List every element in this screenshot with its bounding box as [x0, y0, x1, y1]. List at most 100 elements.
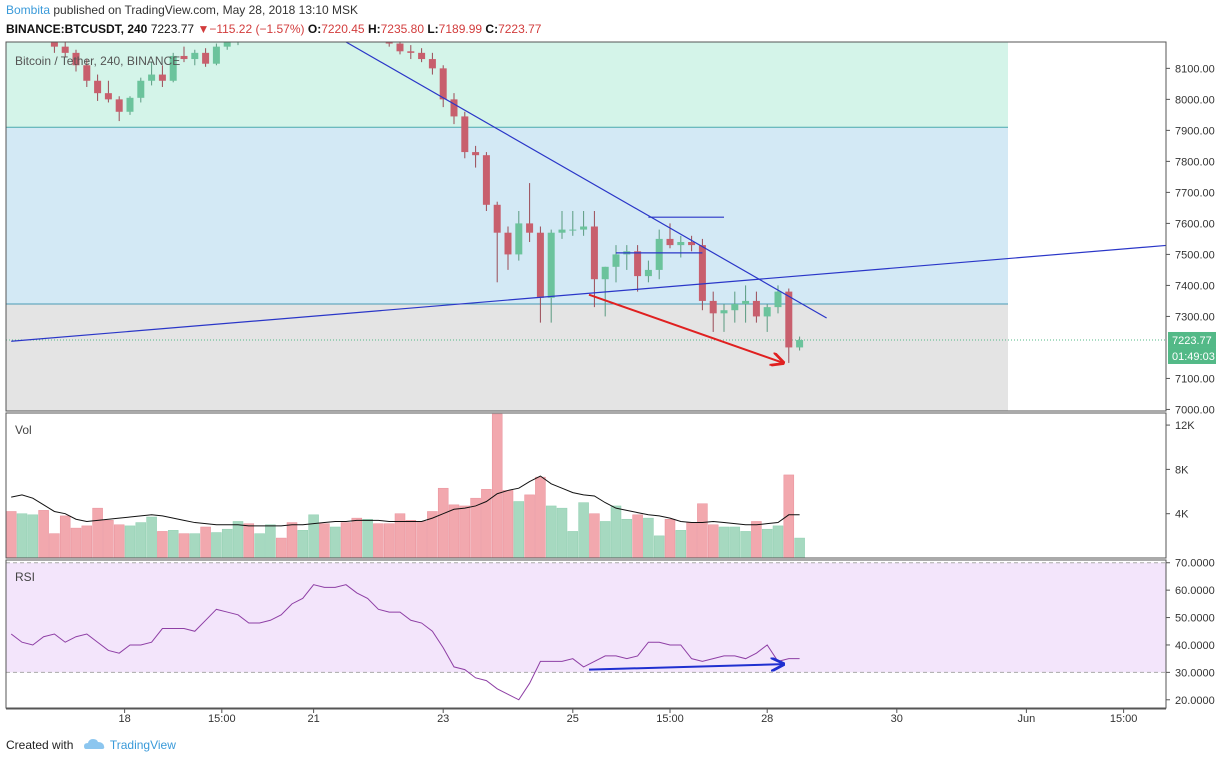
candle-body [202, 52, 210, 64]
zone-2 [6, 304, 1008, 411]
volume-bar [427, 511, 438, 558]
candle-body [796, 339, 804, 348]
time-tick-label: 15:00 [208, 713, 236, 725]
tradingview-cloud-icon [83, 739, 104, 749]
candle-body [72, 52, 80, 66]
candle-body [245, 31, 252, 34]
price-tick-label: 7500.00 [1175, 249, 1215, 261]
candle [267, 17, 274, 31]
candle [655, 229, 663, 280]
candle-body [666, 238, 674, 246]
volume-bar [211, 532, 222, 558]
candle [644, 260, 652, 283]
price-tick-label: 7300.00 [1175, 311, 1215, 323]
volume-bar [675, 530, 687, 558]
candle-body [515, 223, 523, 255]
candle [439, 65, 447, 108]
candle-body [634, 251, 642, 277]
candle [256, 23, 263, 40]
pane-frame-2 [5, 559, 1167, 709]
candle-body [569, 229, 577, 231]
candle [450, 93, 458, 125]
candle [148, 62, 156, 86]
volume-bar [221, 528, 233, 558]
ohlc-line: BINANCE:BTCUSDT, 240 7223.77 ▼−115.22 (−… [6, 22, 541, 36]
candle [332, 22, 339, 33]
candle-body [40, 22, 47, 34]
candle [61, 42, 69, 58]
volume-bar [297, 530, 309, 558]
open-value: 7220.45 [321, 22, 365, 36]
volume-bar [103, 520, 114, 558]
candle-body [752, 300, 760, 317]
price-tick-label: 7600.00 [1175, 218, 1215, 230]
publish-info: published on TradingView.com, May 28, 20… [53, 3, 359, 17]
candle [50, 42, 58, 53]
time-tick-label: 15:00 [656, 713, 684, 725]
created-with-label: Created with [6, 738, 74, 752]
candle [677, 235, 685, 258]
volume-bar [783, 474, 795, 558]
volume-bar [632, 514, 643, 558]
candle-body [601, 266, 609, 280]
candle [158, 65, 166, 87]
candle-body [212, 46, 220, 64]
candle-body [19, 28, 26, 33]
candle-body [83, 65, 91, 81]
volume-bar [340, 522, 352, 558]
candle-body [332, 26, 339, 28]
volume-bar [567, 531, 579, 558]
volume-bar [275, 537, 287, 558]
volume-bar [751, 521, 762, 558]
annotation-trendline-1 [345, 42, 827, 319]
volume-tick-label: 4K [1175, 509, 1189, 521]
volume-bar [265, 524, 276, 558]
volume-bar [308, 514, 319, 558]
candle-body [385, 42, 393, 44]
volume-bar [610, 505, 622, 558]
candle [612, 245, 620, 283]
candle-body [558, 229, 566, 233]
candle [796, 336, 804, 351]
candle-body [709, 300, 717, 314]
candle-body [396, 43, 404, 52]
candle [115, 96, 123, 122]
candle-body [289, 28, 296, 33]
time-tick-label: 23 [437, 713, 449, 725]
candle-body [169, 55, 177, 81]
candle [688, 235, 696, 252]
volume-bar [146, 516, 157, 558]
footer: Created with TradingView [6, 737, 176, 752]
author-link[interactable]: Bombita [6, 3, 51, 17]
annotation-trendline-0 [11, 244, 1166, 342]
candle [83, 59, 91, 87]
volume-bar [319, 523, 330, 558]
candle-body [482, 155, 490, 205]
volume-bar [664, 518, 676, 558]
volume-bar [459, 505, 471, 558]
candle [504, 226, 512, 270]
tradingview-brand-link[interactable]: TradingView [109, 738, 176, 752]
candle-body [180, 55, 188, 60]
candle-body [731, 304, 739, 311]
candle-body [191, 52, 199, 60]
volume-bar [556, 507, 568, 558]
candle [126, 96, 134, 115]
volume-bar [27, 514, 39, 558]
candle [8, 26, 15, 35]
candle [569, 210, 577, 236]
time-tick-label: 30 [891, 713, 903, 725]
volume-bar [502, 490, 514, 558]
publish-line: Bombita published on TradingView.com, Ma… [6, 3, 358, 17]
chart-canvas[interactable]: Bitcoin / Tether, 240, BINANCE Vol RSI 8100… [0, 0, 1229, 730]
last-price-badge [1168, 331, 1216, 348]
candle [289, 22, 296, 36]
candle [180, 46, 188, 63]
candle [558, 210, 566, 239]
last-price: 7223.77 [150, 22, 195, 36]
candle-body [644, 269, 652, 277]
rsi-tick-label: 60.0000 [1175, 585, 1215, 597]
volume-pane [6, 413, 1166, 558]
rsi-tick-label: 50.0000 [1175, 613, 1215, 625]
price-tick-label: 7000.00 [1175, 404, 1215, 416]
